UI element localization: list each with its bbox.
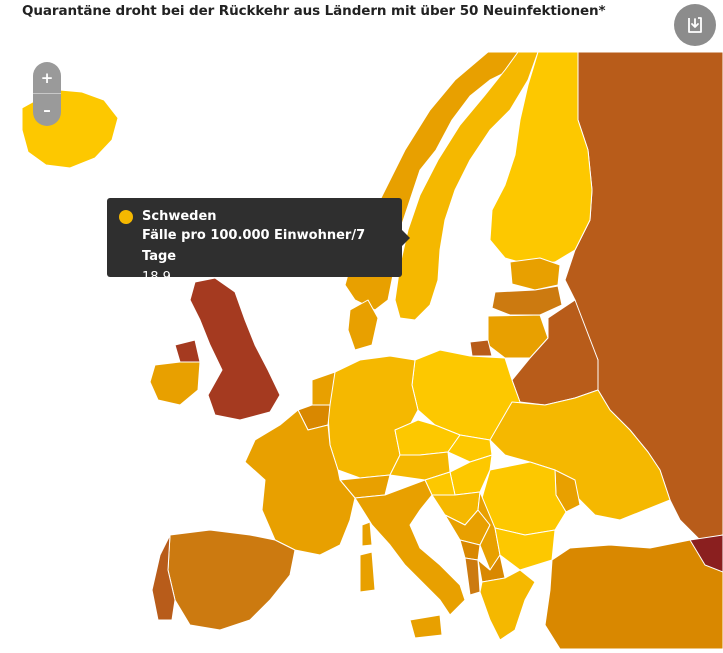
- zoom-control: + –: [33, 62, 61, 126]
- region-sweden[interactable]: [394, 51, 539, 321]
- download-icon: [688, 17, 702, 33]
- region-spain[interactable]: [167, 529, 296, 631]
- region-sardinia[interactable]: [359, 551, 376, 593]
- region-slovakia[interactable]: [447, 434, 493, 463]
- region-corsica[interactable]: [361, 521, 373, 547]
- zoom-out-button[interactable]: –: [43, 101, 51, 119]
- map-tooltip: Schweden Fälle pro 100.000 Einwohner/7 T…: [107, 198, 410, 285]
- region-france[interactable]: [244, 409, 356, 556]
- page-title: Quarantäne droht bei der Rückkehr aus Lä…: [22, 3, 606, 19]
- region-kaliningrad[interactable]: [469, 339, 493, 357]
- region-estonia[interactable]: [509, 257, 561, 291]
- region-georgia[interactable]: [689, 534, 723, 573]
- tooltip-country: Schweden: [142, 209, 217, 224]
- region-portugal[interactable]: [151, 534, 176, 621]
- region-albania[interactable]: [464, 557, 481, 596]
- region-north-macedonia[interactable]: [477, 554, 506, 583]
- region-uk[interactable]: [189, 277, 281, 421]
- download-button[interactable]: [674, 4, 716, 46]
- region-ukraine[interactable]: [489, 389, 671, 521]
- region-latvia[interactable]: [491, 285, 563, 316]
- tooltip-color-dot: [119, 209, 133, 224]
- region-northern-ireland[interactable]: [174, 339, 201, 363]
- tooltip-value: 18,9: [142, 270, 171, 285]
- region-italy[interactable]: [354, 479, 466, 616]
- zoom-in-button[interactable]: +: [33, 62, 61, 94]
- region-turkey[interactable]: [544, 539, 723, 650]
- tooltip-metric: Fälle pro 100.000 Einwohner/7 Tage: [142, 228, 366, 264]
- region-sicily[interactable]: [409, 614, 443, 639]
- region-greece[interactable]: [479, 569, 536, 641]
- region-ireland[interactable]: [149, 361, 201, 406]
- region-denmark[interactable]: [347, 299, 379, 351]
